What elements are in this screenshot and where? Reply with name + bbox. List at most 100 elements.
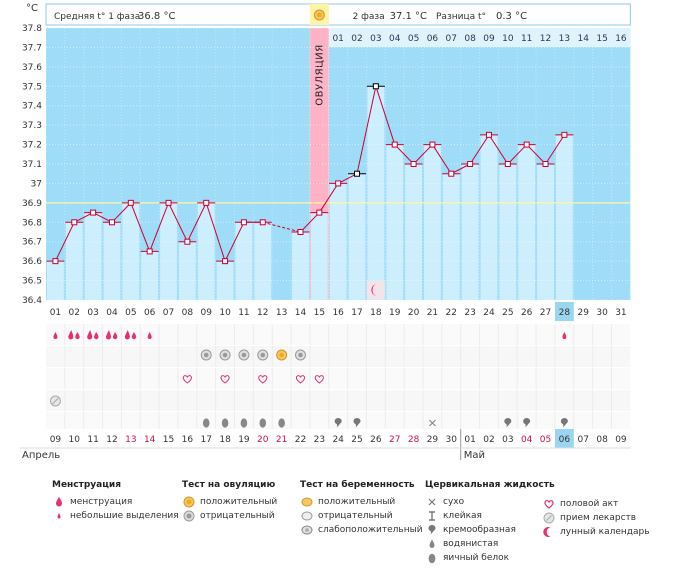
- legend-spotting-item: небольшие выделения: [52, 509, 179, 523]
- drop-light-icon: [53, 332, 58, 339]
- temperature-bar: [235, 222, 253, 300]
- cycle-day-label: 20: [408, 308, 420, 318]
- temperature-line-segment: [205, 202, 226, 262]
- legend-ovtest-positive: положительный: [182, 495, 277, 509]
- phase2-day-label: 08: [464, 34, 476, 44]
- y-tick-label: 36.6: [22, 257, 42, 267]
- calendar-date-label: 07: [577, 435, 588, 445]
- calendar-date-label: 08: [596, 435, 608, 445]
- calendar-date-label: 13: [125, 435, 136, 445]
- cycle-day-label: 29: [577, 308, 589, 318]
- temperature-line-segment: [488, 134, 509, 165]
- y-tick-label: 36.8: [22, 218, 42, 228]
- drop-heavy-icon: [56, 497, 62, 507]
- test-positive-icon: [183, 496, 195, 508]
- y-tick-label: 37.7: [22, 43, 42, 53]
- dry-icon: [429, 419, 436, 427]
- phase1-label: Средняя t° 1 фаза: [54, 12, 140, 22]
- phase2-label: 2 фаза: [353, 12, 385, 22]
- temperature-bar: [537, 164, 554, 300]
- legend-pregnancy-test: Тест на беременность положительный отриц…: [300, 480, 423, 537]
- eggwhite-icon: [221, 418, 229, 428]
- eggwhite-icon: [240, 418, 248, 428]
- temperature-bar: [178, 241, 196, 300]
- cycle-day-label: 25: [502, 308, 513, 318]
- temperature-point: [259, 219, 266, 226]
- diff-value: 0.3 °C: [496, 11, 527, 22]
- temperature-point: [485, 131, 492, 138]
- temperature-point: [354, 170, 361, 177]
- heart-icon: [258, 375, 268, 384]
- creamy-icon: [428, 525, 436, 535]
- temperature-bar: [367, 86, 385, 301]
- calendar-date-label: 18: [219, 435, 231, 445]
- temperature-bar: [329, 183, 347, 300]
- temperature-line-segment: [545, 134, 565, 165]
- pregnancy-positive-icon: [301, 497, 313, 507]
- temperature-line-segment: [186, 202, 207, 242]
- header-bar: [45, 3, 631, 26]
- calendar-date-label: 12: [106, 435, 117, 445]
- calendar-date-label: 10: [69, 435, 81, 445]
- drop-heavy-icon: [75, 332, 80, 340]
- test-icon-core: [222, 352, 228, 358]
- temperature-point: [561, 131, 568, 138]
- cycle-day-label: 21: [427, 308, 438, 318]
- calendar-date-label: 29: [427, 435, 439, 445]
- current-day-highlight: [554, 302, 574, 321]
- phase2-day-label: 07: [446, 34, 457, 44]
- legend-pregtest-positive: положительный: [300, 495, 423, 509]
- drop-light-icon: [562, 332, 567, 339]
- cycle-day-label: 12: [257, 308, 268, 318]
- y-tick-label: 37.5: [22, 82, 42, 92]
- phase2-day-label: 02: [351, 34, 362, 44]
- legend-intercourse: половой акт: [542, 497, 650, 511]
- ovulation-label: ОВУЛЯЦИЯ: [314, 44, 325, 106]
- heart-icon: [220, 375, 230, 384]
- calendar-date-label: 11: [87, 435, 98, 445]
- cycle-day-label: 26: [521, 308, 533, 318]
- temperature-line-segment: [168, 202, 188, 242]
- temperature-bar: [103, 222, 121, 300]
- phase2-day-label: 03: [370, 34, 381, 44]
- temperature-point: [523, 141, 530, 148]
- temperature-point: [146, 248, 153, 255]
- y-unit-label: °C: [26, 3, 38, 14]
- calendar-date-label: 14: [144, 435, 156, 445]
- temperature-line-segment: [54, 222, 75, 262]
- month-next-label: Май: [464, 450, 485, 461]
- temperature-bar: [310, 212, 328, 300]
- temperature-point: [108, 219, 115, 226]
- drop-light-icon: [57, 513, 61, 519]
- legend-menstruation-title: Менструация: [52, 480, 121, 490]
- phase2-day-strip-pink: [309, 28, 329, 47]
- test-icon-core: [241, 352, 247, 358]
- test-icon-core: [260, 352, 266, 358]
- legend-pregtest-negative: отрицательный: [300, 509, 423, 523]
- temperature-bar: [442, 173, 460, 300]
- calendar-date-label: 30: [446, 435, 458, 445]
- temperature-line-segment: [111, 202, 132, 223]
- cycle-day-label: 28: [559, 308, 571, 318]
- y-tick-label: 37.2: [22, 141, 42, 151]
- calendar-date-label: 15: [163, 435, 174, 445]
- legend-medication: прием лекарств: [542, 511, 650, 525]
- y-tick-label: 36.4: [22, 296, 42, 306]
- cycle-day-label: 03: [87, 308, 98, 318]
- temperature-point: [504, 161, 511, 167]
- symbol-row: [46, 324, 631, 345]
- temperature-point: [335, 180, 342, 187]
- calendar-highlight: [554, 429, 574, 448]
- legend-mucus-sticky: клейкая: [425, 509, 555, 523]
- phase2-day-label: 06: [427, 34, 439, 44]
- calendar-date-label: 02: [483, 435, 494, 445]
- cycle-day-label: 19: [389, 308, 401, 318]
- symbol-row: [46, 390, 631, 411]
- sticky-icon: [429, 511, 435, 521]
- symbol-row: [46, 368, 631, 389]
- watery-icon: [429, 539, 435, 548]
- cycle-day-label: 31: [615, 308, 626, 318]
- temperature-point: [391, 141, 398, 148]
- legend: Менструация менструация небольшие выделе…: [45, 470, 650, 585]
- y-tick-label: 37.8: [22, 24, 42, 34]
